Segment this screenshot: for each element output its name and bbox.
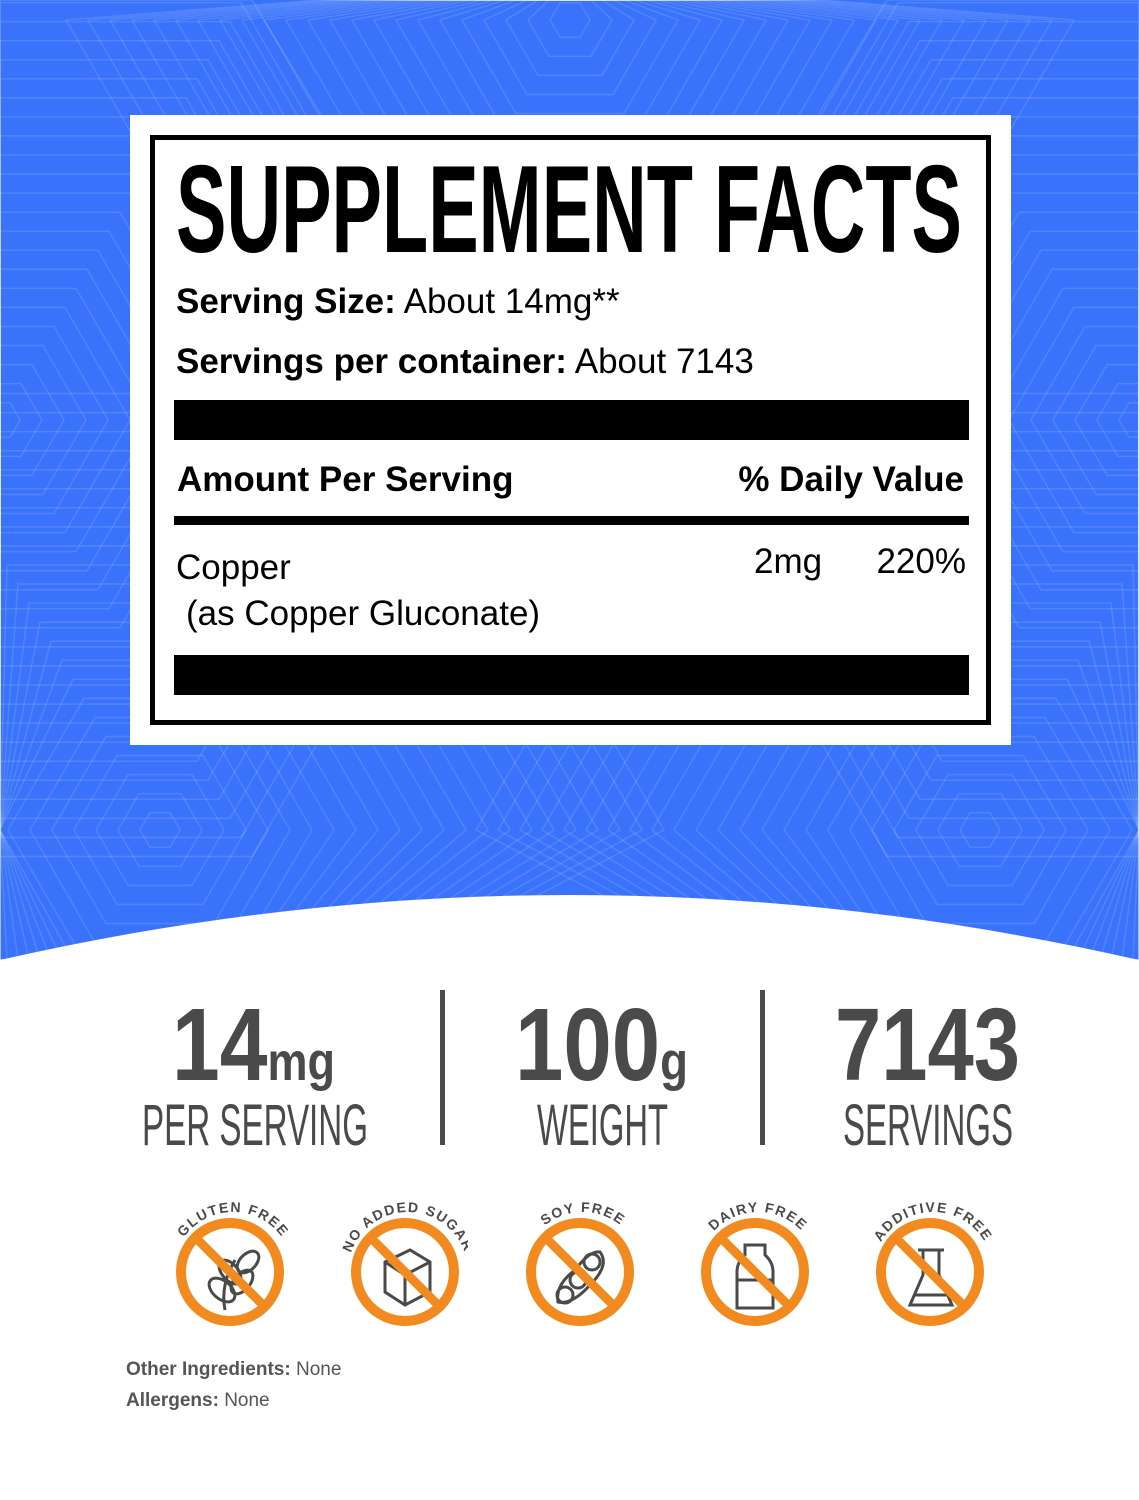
stat-unit: mg (267, 1032, 335, 1092)
prohibition-slash (892, 1234, 968, 1310)
flask-icon: ADDITIVE FREE (870, 1199, 995, 1326)
badge-additive-free: ADDITIVE FREE (863, 1190, 995, 1330)
prohibition-slash (367, 1234, 443, 1310)
stat-value: 100 (515, 990, 660, 1102)
serving-size: Serving Size: About 14mg** (176, 282, 620, 322)
stat-unit: g (660, 1032, 688, 1092)
supplement-facts-border: SUPPLEMENT FACTS Serving Size: About 14m… (150, 135, 991, 725)
servings-label: Servings per container: (176, 342, 567, 381)
stat-weight: 100g WEIGHT (515, 990, 688, 1158)
amount-per-serving-header: Amount Per Serving (177, 460, 514, 499)
serving-size-value: About 14mg** (403, 282, 620, 321)
stat-divider (440, 990, 445, 1145)
allergens-label: Allergens: (126, 1390, 219, 1411)
sugar-cube-icon: NO ADDED SUGAR (339, 1199, 476, 1326)
stat-label: WEIGHT (537, 1093, 668, 1158)
prohibition-circle (876, 1218, 984, 1326)
wheat-icon: GLUTEN FREE (174, 1199, 291, 1326)
facts-title-wrap: SUPPLEMENT FACTS (176, 141, 962, 265)
badge-soy-free: SOY FREE (513, 1190, 643, 1330)
badge-text: DAIRY FREE (705, 1199, 810, 1234)
badge-no-added-sugar: NO ADDED SUGAR (338, 1190, 476, 1330)
nutrient-name: Copper (176, 548, 291, 587)
prohibition-circle (526, 1218, 634, 1326)
badge-gluten-free: GLUTEN FREE (163, 1190, 293, 1330)
allergens-value: None (224, 1390, 270, 1411)
medium-divider (174, 516, 969, 525)
stat-value: 7143 (835, 990, 1020, 1102)
stat-divider (760, 990, 765, 1145)
daily-value-header: % Daily Value (738, 460, 964, 499)
allergens: Allergens: None (126, 1389, 270, 1413)
other-ingredients: Other Ingredients: None (126, 1358, 341, 1382)
other-ingredients-value: None (295, 1359, 342, 1380)
soybean-icon: SOY FREE (526, 1199, 634, 1326)
serving-size-label: Serving Size: (176, 282, 396, 321)
white-curve-panel (0, 895, 1139, 1500)
prohibition-circle (176, 1218, 284, 1326)
bottom-divider (174, 655, 969, 695)
servings-per-container: Servings per container: About 7143 (176, 342, 754, 382)
stat-per-serving: 14mg PER SERVING (142, 990, 368, 1158)
thick-divider (174, 400, 969, 440)
nutrient-source: (as Copper Gluconate) (186, 594, 541, 633)
nutrient-daily-value: 220% (876, 542, 966, 581)
facts-title: SUPPLEMENT FACTS (176, 141, 962, 265)
stat-label: PER SERVING (142, 1093, 368, 1158)
badge-dairy-free: DAIRY FREE (688, 1190, 818, 1330)
prohibition-circle (701, 1218, 809, 1326)
stat-number: 14mg (172, 990, 335, 1102)
nutrient-amount: 2mg (754, 542, 823, 581)
prohibition-slash (192, 1234, 268, 1310)
prohibition-slash (717, 1234, 793, 1310)
svg-text:DAIRY FREE: DAIRY FREE (705, 1199, 811, 1234)
prohibition-circle (351, 1218, 459, 1326)
milk-bottle-icon: DAIRY FREE (701, 1199, 811, 1326)
prohibition-slash (542, 1234, 618, 1310)
stat-value: 14 (172, 990, 267, 1102)
supplement-facts-panel: SUPPLEMENT FACTS Serving Size: About 14m… (130, 115, 1011, 745)
other-ingredients-label: Other Ingredients: (126, 1359, 291, 1380)
stat-servings: 7143 SERVINGS (835, 990, 1020, 1158)
stat-label: SERVINGS (843, 1093, 1013, 1158)
servings-value: About 7143 (574, 342, 754, 381)
stat-number: 100g (515, 990, 688, 1102)
